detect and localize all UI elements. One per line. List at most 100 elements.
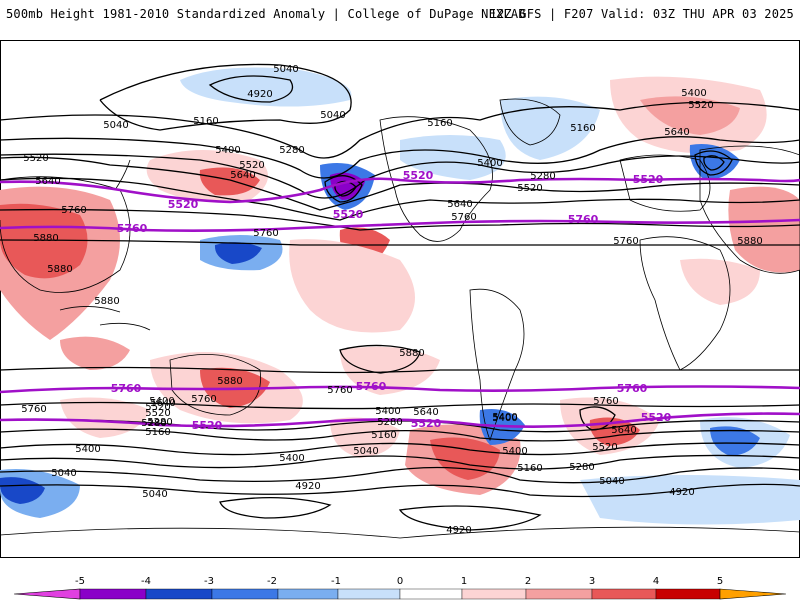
purple-label: 5520	[641, 411, 672, 424]
contour-label: 5760	[451, 212, 476, 223]
contour-label: 5760	[21, 404, 46, 415]
anomaly-area	[710, 426, 760, 456]
purple-label: 5520	[411, 417, 442, 430]
purple-label: 5760	[617, 382, 648, 395]
contour-label: 5760	[253, 228, 278, 239]
anomaly-area	[0, 203, 88, 279]
colorbar-tick: 2	[525, 576, 531, 587]
contour-label: 5400	[492, 413, 517, 424]
contour-5760-highlight-south	[0, 385, 800, 394]
contour-label: 5280	[530, 171, 555, 182]
contour-label: 5640	[611, 425, 636, 436]
anomaly-area	[580, 475, 800, 525]
contour-label: 5280	[141, 418, 166, 429]
anomaly-area	[640, 96, 740, 135]
contour-label: 5160	[517, 463, 542, 474]
contour-label: 5640	[35, 176, 60, 187]
colorbar-swatch	[525, 588, 593, 600]
contour-label: 5400	[477, 158, 502, 169]
colorbar-swatch	[79, 588, 147, 600]
contour-4920-south-2	[398, 505, 542, 531]
contour-label: 5160	[193, 116, 218, 127]
highlight-contours	[0, 177, 800, 428]
coastline-north-america	[379, 116, 493, 242]
contour-label: 4920	[446, 525, 471, 536]
coastline-asia-west	[699, 145, 800, 274]
header: 500mb Height 1981-2010 Standardized Anom…	[0, 0, 800, 40]
contour-high-atl	[579, 406, 616, 431]
purple-label: 5760	[111, 382, 142, 395]
contour-label: 5880	[33, 233, 58, 244]
colorbar-swatch	[591, 588, 657, 600]
contour-label: 5640	[150, 398, 175, 409]
colorbar-arrow-left	[13, 588, 81, 600]
contour-label: 5040	[353, 446, 378, 457]
anomaly-map[interactable]: 5040 4920 5040 5160 5040 5160 5160 5400 …	[0, 40, 800, 558]
colorbar: -5 -4 -3 -2 -1 0 1 2 3 4 5	[0, 562, 800, 600]
contour-high-pacific	[339, 344, 421, 374]
purple-label: 5760	[568, 213, 599, 226]
contour-low-asia-inner	[703, 155, 725, 171]
contour-label: 5880	[399, 348, 424, 359]
colorbar-swatch	[461, 588, 527, 600]
contour-5880	[0, 239, 800, 246]
purple-label: 5520	[168, 198, 199, 211]
contour-label: 4920	[247, 89, 272, 100]
contour-label: 5880	[737, 236, 762, 247]
contour-label: 5400	[75, 444, 100, 455]
purple-label: 5760	[356, 380, 387, 393]
contour-5520-highlight	[0, 177, 800, 204]
contour-label: 5880	[217, 376, 242, 387]
purple-label: 5520	[403, 169, 434, 182]
contour-label: 4920	[295, 481, 320, 492]
anomaly-area	[500, 96, 600, 160]
contour-label: 5640	[413, 407, 438, 418]
contour-5160	[0, 101, 800, 159]
contour-label: 5520	[688, 100, 713, 111]
contour-label: 4920	[669, 487, 694, 498]
contour-label: 5760	[191, 394, 216, 405]
colorbar-svg: -5 -4 -3 -2 -1 0 1 2 3 4 5	[13, 576, 787, 600]
contour-label: 5520	[517, 183, 542, 194]
coastline-antarctica	[0, 526, 800, 539]
colorbar-swatch	[337, 588, 401, 600]
colorbar-swatch	[277, 588, 339, 600]
contour-label: 5160	[570, 123, 595, 134]
contour-label: 5880	[94, 296, 119, 307]
purple-label: 5760	[117, 222, 148, 235]
colorbar-tick: -4	[141, 576, 151, 587]
contour-5520-highlight-south	[0, 412, 800, 428]
purple-label: 5520	[633, 173, 664, 186]
contour-5280	[0, 136, 800, 179]
colorbar-tick: 1	[461, 576, 467, 587]
contour-label: 5640	[447, 199, 472, 210]
contour-label: 5280	[147, 417, 172, 428]
contour-label: 5640	[230, 170, 255, 181]
contour-label: 5040	[273, 64, 298, 75]
contour-label: 5880	[47, 264, 72, 275]
colorbar-tick: -1	[331, 576, 341, 587]
colorbar-tick: 4	[653, 576, 659, 587]
contour-label: 5400	[149, 396, 174, 407]
map-frame[interactable]: 5040 4920 5040 5160 5040 5160 5160 5400 …	[0, 40, 800, 558]
colorbar-arrow-right	[719, 588, 787, 600]
colorbar-swatch	[655, 588, 721, 600]
contour-label: 5400	[681, 88, 706, 99]
anomaly-area	[180, 67, 352, 107]
contour-label: 5760	[61, 205, 86, 216]
colorbar-swatch	[145, 588, 213, 600]
coastline-australia	[169, 354, 262, 416]
contour-label: 5400	[492, 412, 517, 423]
coastline-japan	[114, 159, 131, 191]
contour-label: 5760	[613, 236, 638, 247]
contour-label: 5400	[502, 446, 527, 457]
contour-5040-south	[0, 483, 800, 498]
colorbar-swatch	[399, 588, 463, 600]
contour-label: 5040	[320, 110, 345, 121]
purple-label: 5520	[192, 419, 223, 432]
contour-5280-south	[0, 454, 800, 470]
contour-label: 5640	[664, 127, 689, 138]
purple-label: 5520	[333, 208, 364, 221]
contour-label: 5040	[599, 476, 624, 487]
colorbar-swatch	[211, 588, 279, 600]
